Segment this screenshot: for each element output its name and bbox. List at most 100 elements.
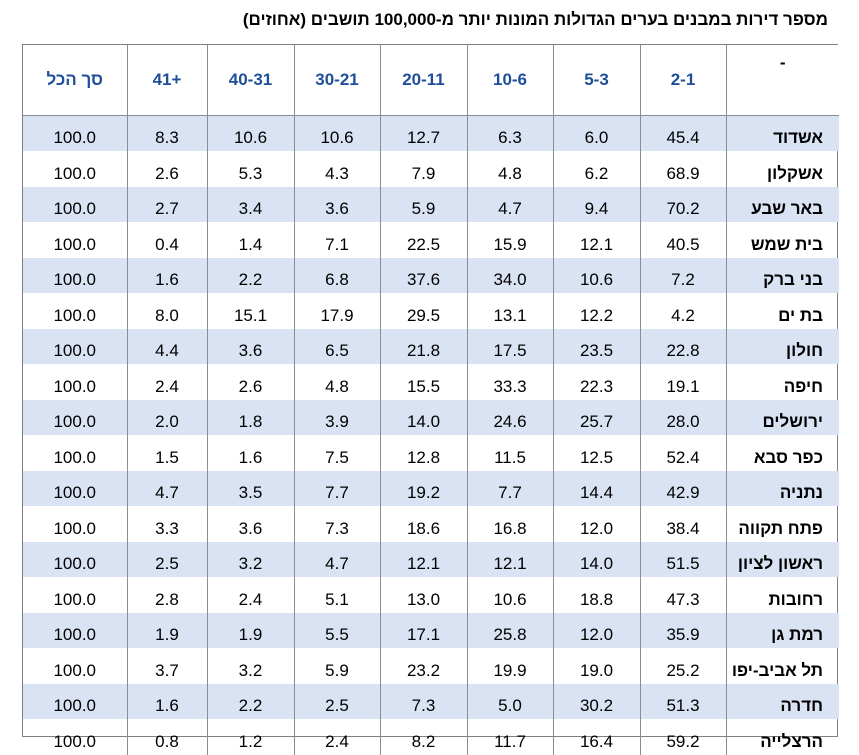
table-cell-value: 23.2 [379,648,467,684]
table-cell-value: 3.2 [206,648,294,684]
table-cell-value: 3.7 [126,648,207,684]
table-cell-value: 22.3 [552,364,640,400]
table-cell-value: 4.8 [466,151,553,187]
table-cell-value: 7.2 [639,257,726,293]
table-cell-value: 1.9 [126,612,207,648]
table-cell-city: בת ים [725,293,839,329]
table-cell-city: בני ברק [725,257,839,293]
table-cell-value: 100.0 [53,234,97,254]
table-cell-value: 100.0 [53,447,97,467]
table-cell-value: 6.3 [466,115,553,151]
table-cell-value: 3.4 [206,186,294,222]
table-cell-value: 2.5 [293,683,380,719]
table-body: 100.0 8.3 10.6 10.6 12.7 6.3 6.0 45.4 אשדוד 100.0… [23,115,839,755]
table-cell-value: 25.2 [639,648,726,684]
table-cell-value: 100.0 [53,625,97,644]
table-cell-value: 14.0 [552,541,640,577]
table-cell-value: 4.3 [293,151,380,187]
table-cell-value: 19.2 [379,470,467,506]
table-cell-value: 6.0 [552,115,640,151]
table-cell-value: 12.2 [552,293,640,329]
table-cell-value: 14.4 [552,470,640,506]
table-row: 100.0 1.6 2.2 2.5 7.3 5.0 30.2 51.3 חדרה [23,683,839,719]
table-row: 100.0 1.9 1.9 5.5 17.1 25.8 12.0 35.9 רמת גן [23,612,839,648]
table-cell-value: 18.8 [552,577,640,613]
table-cell-city: חיפה [725,364,839,400]
table-cell-value: 2.2 [206,257,294,293]
table-cell-value: 5.9 [293,648,380,684]
table-cell-value: 1.6 [126,257,207,293]
table-cell-value: 100.0 [53,376,97,396]
table-cell-value: 59.2 [639,719,726,755]
table-cell-value: 6.5 [293,328,380,364]
table-cell-value: 100.0 [53,128,97,147]
table-row: 100.0 3.7 3.2 5.9 23.2 19.9 19.0 25.2 תל אביב-יפ… [23,648,839,684]
table-cell-value: 2.7 [126,186,207,222]
table-row: 100.0 0.8 1.2 2.4 8.2 11.7 16.4 59.2 הרצלייה [23,719,839,755]
table-cell-value: 8.3 [126,115,207,151]
table-row: 100.0 2.0 1.8 3.9 14.0 24.6 25.7 28.0 ירושלים [23,399,839,435]
table-cell-value: 2.4 [206,577,294,613]
table-row: 100.0 2.7 3.4 3.6 5.9 4.7 9.4 70.2 באר שבע [23,186,839,222]
table-cell-value: 10.6 [206,115,294,151]
table-cell-value: 100.0 [53,163,97,183]
table-cell-value: 1.9 [206,612,294,648]
table-cell-value: 34.0 [466,257,553,293]
table-cell-value: 9.4 [552,186,640,222]
table-cell-value: 4.7 [126,470,207,506]
column-header: 10-6 [466,45,553,116]
table-cell-city: אשדוד [725,115,839,151]
table-cell-value: 1.8 [206,399,294,435]
table-cell-value: 7.1 [293,222,380,258]
table-cell-city: רמת גן [725,612,839,648]
table-cell-value: 2.0 [126,399,207,435]
table-cell-value: 21.8 [379,328,467,364]
table-cell-city: באר שבע [725,186,839,222]
table-row: 100.0 8.3 10.6 10.6 12.7 6.3 6.0 45.4 אשדוד [23,115,839,151]
table-cell-value: 23.5 [552,328,640,364]
table-cell-value: 7.7 [293,470,380,506]
table-row: 100.0 4.4 3.6 6.5 21.8 17.5 23.5 22.8 חולון [23,328,839,364]
table-cell-value: 6.2 [552,151,640,187]
table-cell-city: תל אביב-יפו [725,648,839,684]
table-row: 100.0 1.5 1.6 7.5 12.8 11.5 12.5 52.4 כפר סבא [23,435,839,471]
table-cell-value: 33.3 [466,364,553,400]
table-cell-value: 19.1 [639,364,726,400]
table-cell-value: 12.8 [379,435,467,471]
table-cell-value: 2.5 [126,541,207,577]
table-cell-value: 8.2 [379,719,467,755]
table-cell-value: 100.0 [53,518,97,538]
table-row: 100.0 2.8 2.4 5.1 13.0 10.6 18.8 47.3 רחובות [23,577,839,613]
data-table-container: סך הכל 41+ 40-31 30-21 20-11 10-6 5-3 2-1- 100.… [22,44,839,755]
table-cell-value: 3.2 [206,541,294,577]
table-cell-value: 16.4 [552,719,640,755]
table-cell-value: 19.0 [552,648,640,684]
table-cell-value: 12.1 [466,541,553,577]
table-cell-city: חולון [725,328,839,364]
column-header: 20-11 [379,45,467,116]
table-cell-value: 51.3 [639,683,726,719]
table-cell-city: אשקלון [725,151,839,187]
table-cell-value: 52.4 [639,435,726,471]
table-cell-value: 4.7 [466,186,553,222]
table-cell-value: 12.0 [552,612,640,648]
table-cell-value: 7.3 [379,683,467,719]
table-cell-value: 1.2 [206,719,294,755]
table-cell-value: 28.0 [639,399,726,435]
table-cell-value: 25.8 [466,612,553,648]
table-cell-value: 100.0 [53,554,97,573]
table-cell-value: 11.7 [466,719,553,755]
table-cell-value: 2.6 [126,151,207,187]
column-header: 40-31 [206,45,294,116]
table-cell-value: 22.8 [639,328,726,364]
table-cell-value: 51.5 [639,541,726,577]
table-cell-value: 12.0 [552,506,640,542]
table-cell-value: 10.6 [552,257,640,293]
table-cell-value: 17.9 [293,293,380,329]
table-cell-city: רחובות [725,577,839,613]
table-cell-value: 15.1 [206,293,294,329]
table-cell-value: 22.5 [379,222,467,258]
table-cell-value: 12.1 [552,222,640,258]
table-cell-city: חדרה [725,683,839,719]
table-cell-value: 38.4 [639,506,726,542]
